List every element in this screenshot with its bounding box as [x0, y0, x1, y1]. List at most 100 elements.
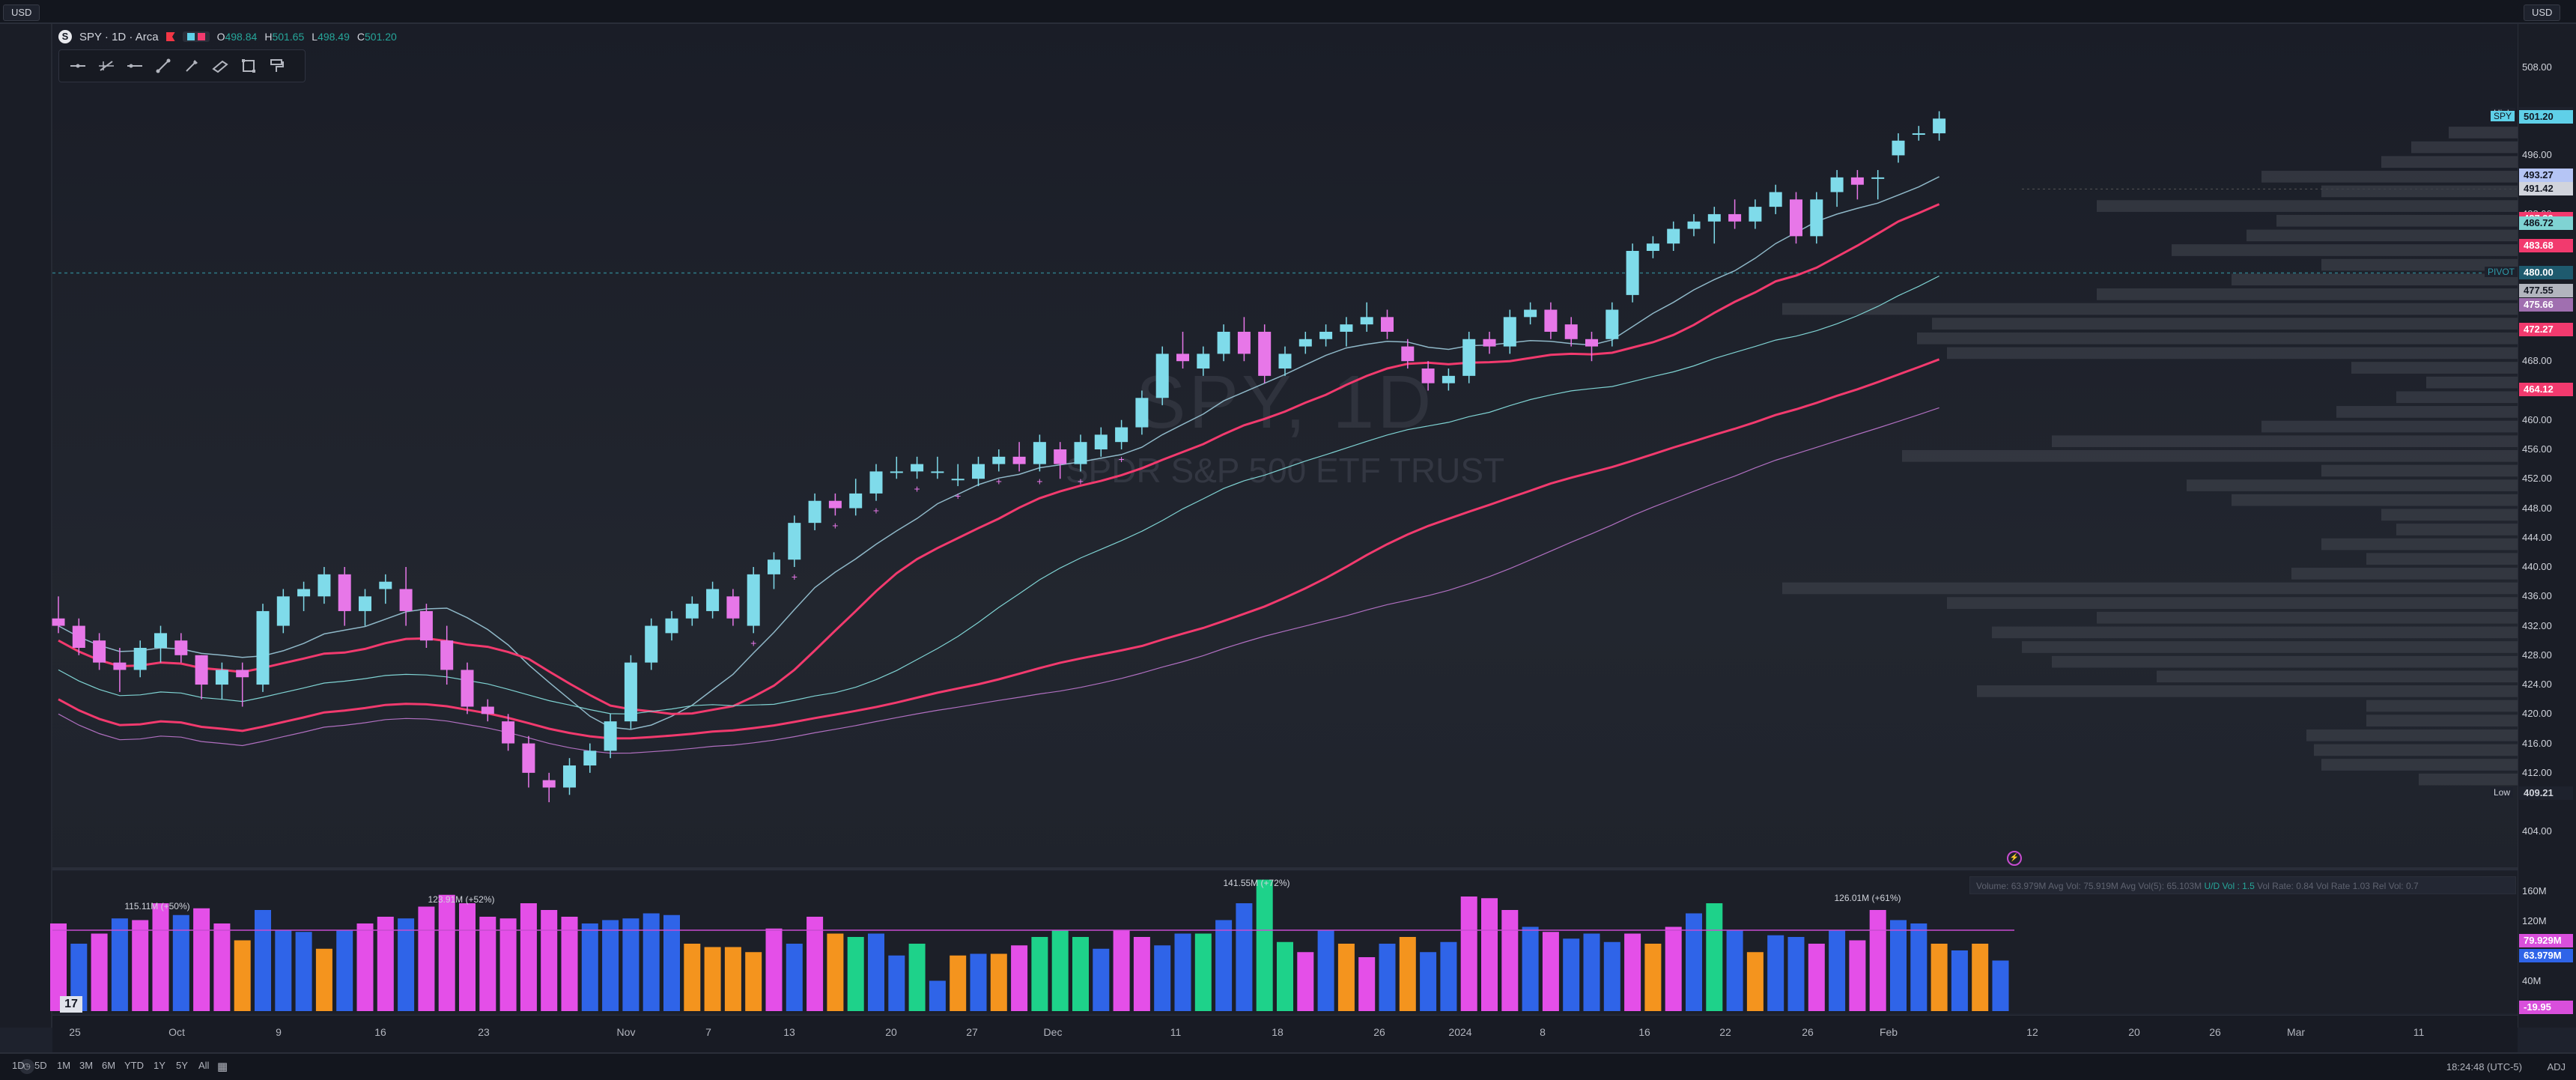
ray-icon[interactable] [122, 53, 148, 79]
time-axis-label: 23 [478, 1026, 490, 1038]
time-axis-label: 16 [1638, 1026, 1650, 1038]
drawing-toolbar [58, 49, 306, 82]
time-axis-label: 16 [374, 1026, 386, 1038]
price-axis-label: 496.00 [2522, 149, 2552, 161]
price-tag: 501.20 [2519, 110, 2573, 124]
price-axis-label: 468.00 [2522, 355, 2552, 367]
date-range-icon[interactable]: ▦ [217, 1061, 228, 1073]
price-axis-label: 428.00 [2522, 649, 2552, 661]
time-axis-label: Feb [1879, 1026, 1898, 1038]
volume-tag: -19.95 [2519, 1001, 2573, 1014]
symbol-logo: S [58, 30, 72, 43]
range-button-ytd[interactable]: YTD [124, 1060, 144, 1071]
high-value: 501.65 [272, 31, 305, 43]
time-axis-label: 20 [2128, 1026, 2140, 1038]
range-button-3m[interactable]: 3M [79, 1060, 94, 1071]
price-axis-label: 420.00 [2522, 708, 2552, 720]
ohlc-values: O498.84 H501.65 L498.49 C501.20 [216, 31, 397, 43]
volume-axis-label: 40M [2522, 975, 2542, 986]
tradingview-logo[interactable]: 17 [60, 996, 82, 1013]
pane-separator[interactable] [52, 867, 2518, 870]
price-axis-label: 424.00 [2522, 679, 2552, 691]
range-button-6m[interactable]: 6M [102, 1060, 116, 1071]
price-tag: 475.66 [2519, 298, 2573, 312]
trend-line-icon[interactable] [151, 53, 176, 79]
price-axis-label: 448.00 [2522, 502, 2552, 514]
close-value: 501.20 [365, 31, 397, 43]
currency-selector-left[interactable]: USD [3, 4, 40, 21]
range-button-1m[interactable]: 1M [57, 1060, 71, 1071]
rectangle-icon[interactable] [236, 53, 261, 79]
price-tag-prefix: SPY [2491, 111, 2515, 122]
price-tag: 477.55 [2519, 284, 2573, 298]
bottom-bar: ◷ 1D 5D 1M 3M 6M YTD 1Y 5Y All ▦ 18:24:48 (UTC-5… [0, 1052, 2576, 1080]
channel-icon[interactable] [207, 53, 233, 79]
time-axis-label: Oct [168, 1026, 185, 1038]
volume-tag: 63.979M [2519, 949, 2573, 962]
brush-icon[interactable] [179, 53, 204, 79]
adjust-toggle[interactable]: ADJ [2547, 1061, 2566, 1073]
time-axis-label: 13 [783, 1026, 795, 1038]
horizontal-line-icon[interactable] [65, 53, 91, 79]
series-color-chip[interactable] [182, 31, 210, 42]
currency-selector-right[interactable]: USD [2524, 4, 2561, 21]
time-axis-label: Dec [1043, 1026, 1063, 1038]
time-axis-label: Nov [616, 1026, 636, 1038]
flag-icon[interactable] [165, 32, 175, 41]
price-axis-label: 452.00 [2522, 473, 2552, 485]
range-button-all[interactable]: All [198, 1060, 210, 1071]
price-axis-label: 416.00 [2522, 737, 2552, 749]
price-tag: 483.68 [2519, 239, 2573, 253]
range-button-5d[interactable]: 5D [34, 1060, 47, 1071]
volume-axis-label: 120M [2522, 915, 2547, 926]
range-button-1y[interactable]: 1Y [154, 1060, 165, 1071]
symbol-title[interactable]: SPY · 1D · Arca [79, 30, 159, 43]
low-value: 498.49 [318, 31, 350, 43]
time-axis-label: 27 [966, 1026, 978, 1038]
time-axis-label: 25 [69, 1026, 81, 1038]
price-tag: 493.27 [2519, 169, 2573, 183]
price-axis-label: 432.00 [2522, 619, 2552, 631]
time-axis-label: 26 [1802, 1026, 1814, 1038]
time-axis-label: Mar [2286, 1026, 2306, 1038]
range-button-1d[interactable]: 1D [12, 1060, 25, 1071]
price-axis-label: 456.00 [2522, 443, 2552, 455]
time-axis-label: 26 [1373, 1026, 1385, 1038]
watermark-name: SPDR S&P 500 ETF TRUST [1065, 451, 1505, 490]
price-tag: 480.00 [2519, 266, 2573, 280]
price-axis-label: 436.00 [2522, 590, 2552, 602]
symbol-watermark: SPY, 1D SPDR S&P 500 ETF TRUST [52, 360, 2518, 491]
volume-stats-panel: Volume: 63.979M Avg Vol: 75.919M Avg Vol… [1969, 876, 2516, 894]
time-axis-label: 22 [1719, 1026, 1731, 1038]
price-tag: 409.21 [2519, 786, 2573, 801]
price-axis-label: 440.00 [2522, 561, 2552, 573]
paint-roller-icon[interactable] [264, 53, 290, 79]
time-axis-label: 12 [2026, 1026, 2038, 1038]
volume-annotation: 141.55M (+72%) [1223, 878, 1290, 888]
time-axis[interactable] [52, 1015, 2518, 1053]
timezone-icon[interactable]: ◷ [19, 1059, 34, 1074]
price-axis-label: 444.00 [2522, 531, 2552, 543]
volume-annotation: 126.01M (+61%) [1834, 893, 1901, 903]
clock[interactable]: 18:24:48 (UTC-5) [2446, 1061, 2522, 1073]
time-axis-label: 9 [276, 1026, 282, 1038]
left-drawing-strip [0, 24, 52, 1028]
fib-icon[interactable] [94, 53, 119, 79]
range-button-5y[interactable]: 5Y [176, 1060, 188, 1071]
open-value: 498.84 [225, 31, 258, 43]
time-axis-label: 2024 [1448, 1026, 1472, 1038]
volume-stats-right: Vol Rate: 0.84 Vol Rate 1.03 Rel Vol: 0.… [2257, 881, 2419, 891]
price-tag: 486.72 [2519, 216, 2573, 231]
lightning-icon[interactable]: ⚡ [2007, 851, 2022, 866]
time-axis-label: 26 [2209, 1026, 2221, 1038]
price-tag: 491.42 [2519, 182, 2573, 196]
symbol-legend: S SPY · 1D · Arca O498.84 H501.65 L498.4… [58, 27, 397, 46]
watermark-ticker: SPY, 1D [1135, 360, 1435, 444]
price-tag-prefix: Low [2491, 787, 2514, 798]
price-axis-label: 460.00 [2522, 413, 2552, 425]
price-axis-label: 412.00 [2522, 766, 2552, 778]
time-axis-label: 11 [1170, 1026, 1182, 1038]
price-axis-label: 508.00 [2522, 61, 2552, 73]
volume-tag: 79.929M [2519, 934, 2573, 947]
